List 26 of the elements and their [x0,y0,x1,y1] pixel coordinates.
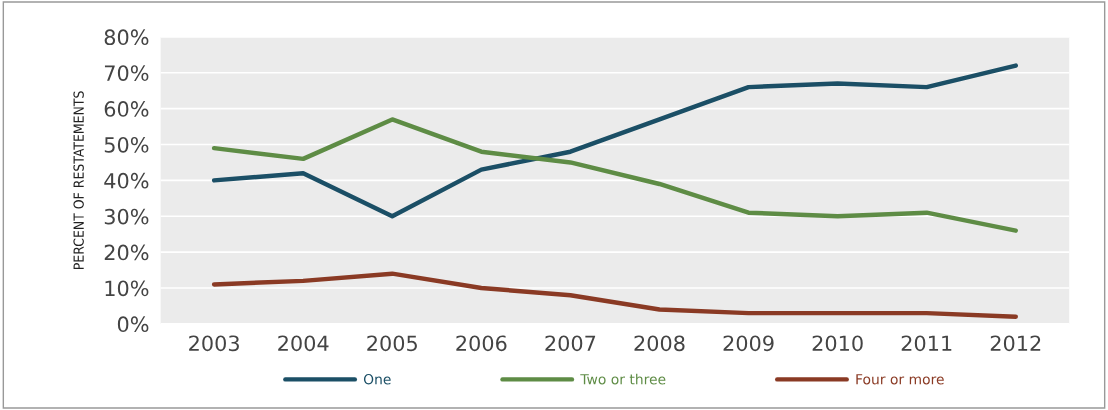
y-tick-label: 0% [117,316,149,333]
x-tick-label: 2004 [278,335,329,352]
line-series [211,117,1018,233]
y-tick-label: 60% [104,101,149,117]
x-tick-label: 2011 [901,335,952,352]
x-tick-label: 2007 [545,335,596,352]
x-tick-label: 2008 [634,335,685,352]
x-tick-label: 2003 [189,335,239,352]
y-tick-label: 70% [104,65,149,81]
y-tick-label: 50% [104,136,149,153]
y-tick-label: 10% [105,280,149,297]
legend-label: Four or more [856,374,944,385]
y-tick-label: 30% [104,208,149,225]
y-tick-label: 80% [104,29,149,46]
line-series [211,63,1018,219]
x-tick-label: 2012 [990,335,1041,352]
legend-label: One [363,373,391,385]
line-series [211,271,1018,319]
y-tick-label: 20% [104,244,149,261]
y-axis-title: PERCENT OF RESTATEMENTS [73,91,84,269]
x-tick-label: 2006 [456,335,507,352]
text: Two or three [580,373,666,385]
y-tick-label: 40% [104,172,149,189]
x-tick-label: 2005 [367,335,417,352]
x-tick-label: 2010 [812,335,863,352]
x-tick-label: 2009 [723,335,774,352]
